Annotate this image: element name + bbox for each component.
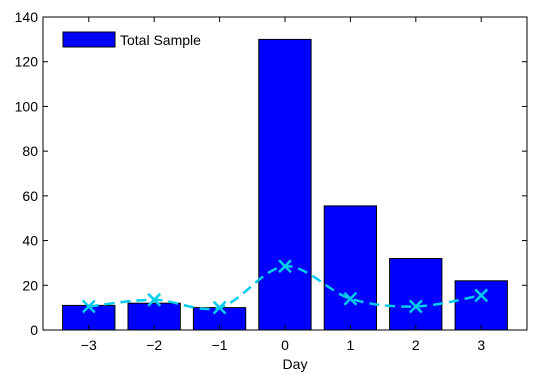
bar-series: [62, 38, 508, 331]
y-tick-label: 0: [30, 322, 38, 338]
x-axis: −3 −2 −1 0 1 2 3: [81, 17, 485, 353]
y-tick-label: 20: [22, 277, 38, 293]
trend-series: [81, 259, 489, 315]
x-tick-label: −1: [212, 337, 228, 353]
y-tick-label: 40: [22, 233, 38, 249]
legend: Total Sample: [53, 26, 221, 54]
legend-swatch: [62, 31, 116, 48]
x-tick-label: −2: [146, 337, 162, 353]
y-tick-label: 80: [22, 143, 38, 159]
x-tick-label: 3: [477, 337, 485, 353]
trend-marker: [408, 299, 423, 314]
x-axis-label: Day: [283, 356, 308, 372]
x-tick-label: −3: [81, 337, 97, 353]
y-tick-label: 120: [15, 54, 39, 70]
trend-marker: [278, 259, 292, 274]
legend-label: Total Sample: [120, 32, 201, 48]
y-axis: 0 20 40 60 80 100 120 140: [15, 9, 527, 338]
bar: [258, 38, 312, 331]
trend-marker: [147, 292, 162, 307]
x-tick-label: 1: [347, 337, 355, 353]
y-tick-label: 100: [15, 98, 39, 114]
bar: [454, 280, 508, 331]
x-tick-label: 0: [281, 337, 289, 353]
x-tick-label: 2: [412, 337, 420, 353]
trend-marker: [212, 300, 227, 315]
y-tick-label: 60: [22, 188, 38, 204]
bar: [389, 258, 443, 331]
trend-marker: [81, 299, 96, 314]
trend-marker: [474, 288, 489, 303]
y-tick-label: 140: [15, 9, 39, 25]
trend-marker: [343, 291, 358, 306]
bar: [323, 205, 378, 331]
